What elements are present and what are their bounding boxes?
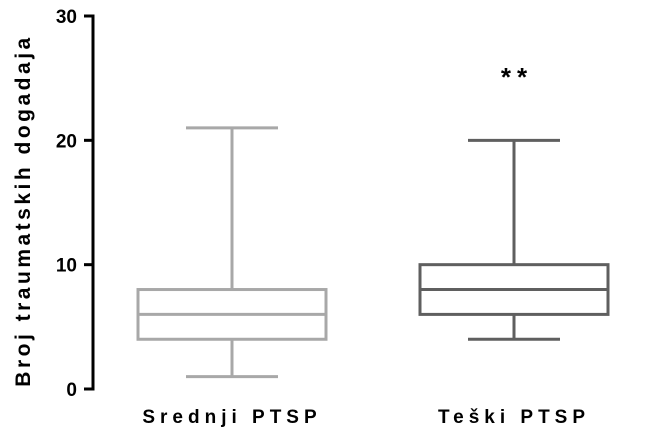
y-tick-label-30: 30 bbox=[56, 7, 77, 28]
box-1 bbox=[136, 126, 328, 379]
category-labels: Srednji PTSP Teški PTSP bbox=[142, 407, 590, 428]
y-axis-title: Broj traumatskih dogadaja bbox=[12, 34, 35, 386]
boxes: ** bbox=[136, 62, 610, 379]
y-tick-label-10: 10 bbox=[56, 256, 77, 277]
y-tick-label-20: 20 bbox=[56, 131, 77, 152]
x-category-label-1: Srednji PTSP bbox=[142, 407, 321, 428]
y-axis: 0 10 20 30 bbox=[56, 7, 95, 401]
box-2: ** bbox=[418, 62, 610, 341]
x-category-label-2: Teški PTSP bbox=[438, 407, 590, 428]
y-tick-label-0: 0 bbox=[66, 380, 77, 401]
significance-annotation: ** bbox=[501, 62, 533, 92]
